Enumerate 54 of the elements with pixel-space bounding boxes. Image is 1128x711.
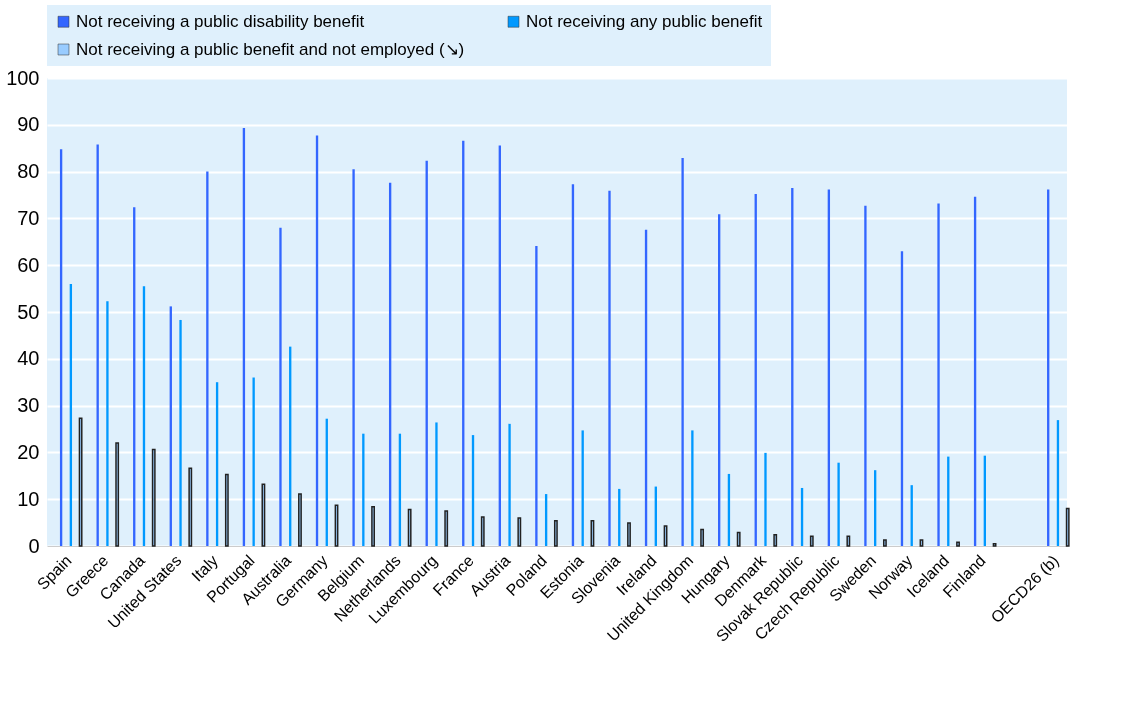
- y-tick-label: 50: [17, 300, 40, 323]
- y-tick-label: 90: [17, 113, 40, 136]
- y-tick-label: 100: [6, 66, 40, 89]
- bar: [882, 539, 887, 547]
- bar: [846, 535, 851, 547]
- bar: [444, 510, 449, 547]
- bar: [837, 462, 840, 546]
- bar: [371, 505, 375, 547]
- bar: [691, 430, 694, 546]
- y-tick-label: 20: [17, 440, 40, 463]
- bar: [956, 541, 960, 547]
- bar: [279, 227, 282, 546]
- legend-label: Not receiving a public disability benefit: [76, 11, 365, 31]
- legend-label: Not receiving any public benefit: [526, 11, 763, 31]
- bar: [773, 534, 778, 547]
- bar: [106, 301, 109, 546]
- bar: [179, 319, 182, 546]
- bar: [736, 531, 741, 547]
- bar: [151, 448, 156, 547]
- bar: [298, 493, 302, 547]
- bar: [435, 422, 438, 546]
- bar: [937, 203, 940, 546]
- y-tick-label: 60: [17, 253, 40, 276]
- bar: [362, 433, 365, 546]
- bar: [352, 169, 355, 546]
- bar: [992, 542, 997, 547]
- y-tick-label: 70: [17, 206, 40, 229]
- bar: [608, 190, 611, 546]
- bar: [78, 417, 83, 547]
- bar: [809, 535, 814, 547]
- bar: [407, 508, 412, 547]
- bar: [764, 452, 767, 546]
- bar: [188, 467, 193, 547]
- bar: [508, 423, 511, 546]
- bar: [206, 171, 209, 546]
- y-tick-label: 0: [28, 534, 40, 557]
- bar: [517, 517, 522, 547]
- y-tick-label: 80: [17, 160, 40, 183]
- bar: [553, 519, 558, 547]
- legend-label: Not receiving a public benefit and not employed (↘): [76, 39, 465, 59]
- bar: [864, 205, 867, 546]
- bar: [224, 473, 229, 547]
- bar: [261, 483, 266, 547]
- bar: [1065, 507, 1070, 547]
- bar: [480, 516, 485, 547]
- y-tick-label: 40: [17, 347, 40, 370]
- bar: [627, 522, 631, 547]
- bar: [700, 528, 705, 547]
- bar: [252, 377, 255, 546]
- y-tick-label: 30: [17, 394, 40, 417]
- bar: [681, 158, 684, 546]
- bar: [535, 246, 538, 546]
- y-tick-label: 10: [17, 487, 40, 510]
- bar: [115, 442, 120, 547]
